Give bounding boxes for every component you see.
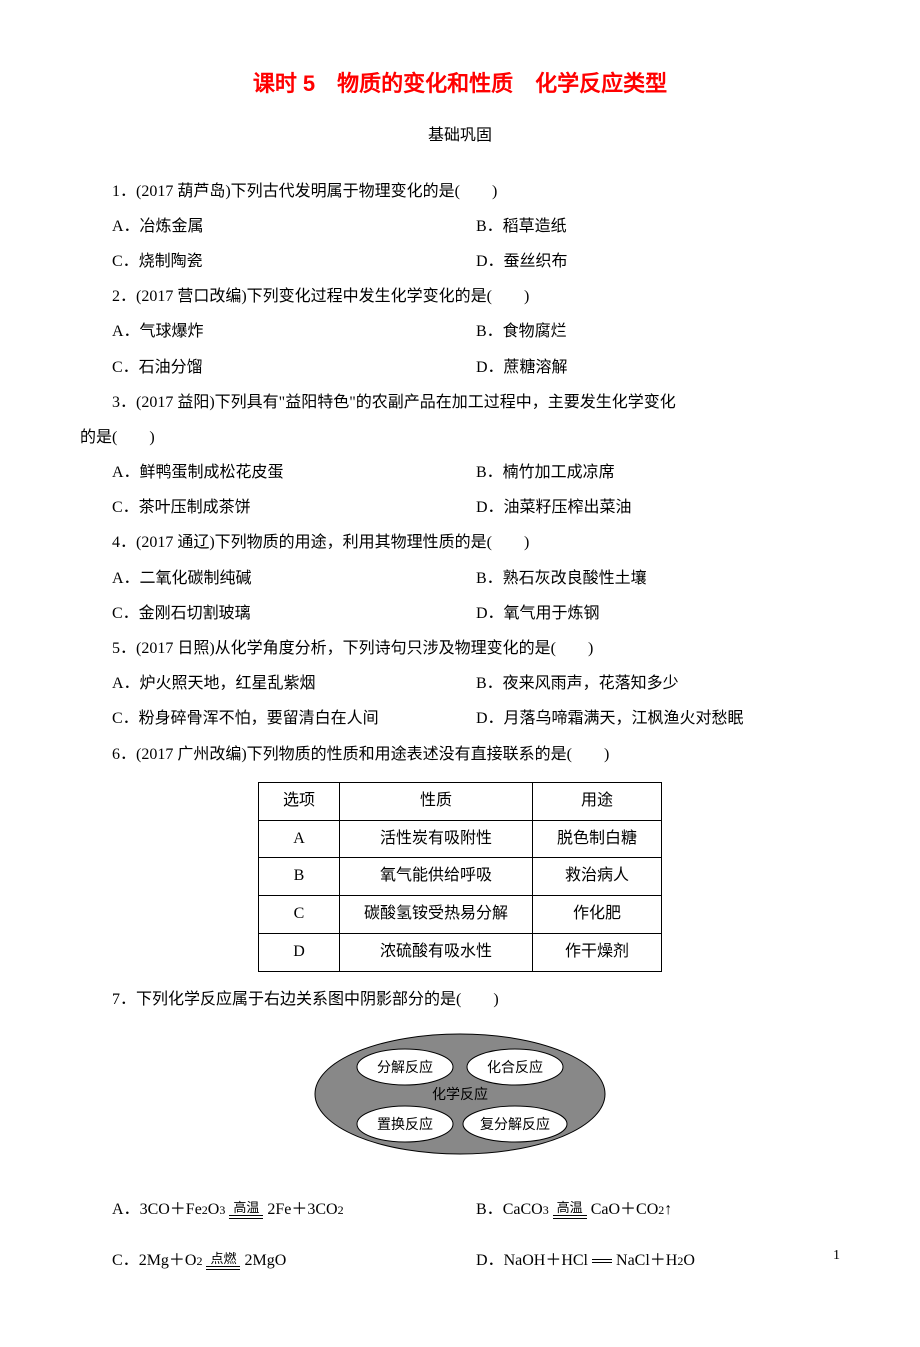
q4-stem: 4．(2017 通辽)下列物质的用途，利用其物理性质的是( ) <box>80 525 840 560</box>
q6-r2c1: 碳酸氢铵受热易分解 <box>339 896 532 934</box>
q2-options: A．气球爆炸 B．食物腐烂 C．石油分馏 D．蔗糖溶解 <box>80 314 840 384</box>
q2-opt-b: B．食物腐烂 <box>476 314 840 349</box>
q5-opt-a: A．炉火照天地，红星乱紫烟 <box>112 666 476 701</box>
q3-opt-d: D．油菜籽压榨出菜油 <box>476 490 840 525</box>
q7-diagram: 分解反应 化合反应 化学反应 置换反应 复分解反应 <box>80 1029 840 1172</box>
page-subtitle: 基础巩固 <box>80 118 840 153</box>
q3-opt-b: B．楠竹加工成凉席 <box>476 455 840 490</box>
q7b-cond: 高温 <box>553 1201 587 1219</box>
q6-r3c2: 作干燥剂 <box>533 933 662 971</box>
q7c-prefix: C． <box>112 1243 139 1278</box>
node-combine: 化合反应 <box>487 1059 543 1076</box>
q6-r2c2: 作化肥 <box>533 896 662 934</box>
outer-label: 化学反应 <box>432 1086 488 1103</box>
node-decomp: 分解反应 <box>377 1059 433 1076</box>
q6-r0c2: 脱色制白糖 <box>533 820 662 858</box>
node-displace: 置换反应 <box>377 1116 433 1133</box>
q1-opt-d: D．蚕丝织布 <box>476 244 840 279</box>
q6-r0c0: A <box>258 820 339 858</box>
q7d-rhs: NaCl＋H <box>616 1243 677 1278</box>
q7a-lhs: 3CO＋Fe <box>140 1192 202 1227</box>
q6-r1c1: 氧气能供给呼吸 <box>339 858 532 896</box>
q5-opt-b: B．夜来风雨声，花落知多少 <box>476 666 840 701</box>
q6-r3c0: D <box>258 933 339 971</box>
q7b-rhs: CaO＋CO <box>591 1192 659 1227</box>
q6-r3c1: 浓硫酸有吸水性 <box>339 933 532 971</box>
q6-th-2: 用途 <box>533 782 662 820</box>
q6-table: 选项 性质 用途 A 活性炭有吸附性 脱色制白糖 B 氧气能供给呼吸 救治病人 … <box>258 782 662 972</box>
q6-th-1: 性质 <box>339 782 532 820</box>
q3-opt-a: A．鲜鸭蛋制成松花皮蛋 <box>112 455 476 490</box>
q6-r2c0: C <box>258 896 339 934</box>
q7-opt-b: B． CaCO3 高温 CaO＋CO2↑ <box>476 1192 840 1227</box>
q6-stem: 6．(2017 广州改编)下列物质的性质和用途表述没有直接联系的是( ) <box>80 737 840 772</box>
q7a-rhs: 2Fe＋3CO <box>267 1192 337 1227</box>
q7-stem: 7．下列化学反应属于右边关系图中阴影部分的是( ) <box>80 982 840 1017</box>
q7d-eq <box>592 1259 612 1263</box>
q3-stem-1: 3．(2017 益阳)下列具有"益阳特色"的农副产品在加工过程中，主要发生化学变… <box>80 385 840 420</box>
q2-opt-c: C．石油分馏 <box>112 350 476 385</box>
q7c-rhs: 2MgO <box>244 1243 286 1278</box>
q1-opt-b: B．稻草造纸 <box>476 209 840 244</box>
q6-r1c0: B <box>258 858 339 896</box>
q7d-lhs: NaOH＋HCl <box>504 1243 588 1278</box>
q1-options: A．冶炼金属 B．稻草造纸 C．烧制陶瓷 D．蚕丝织布 <box>80 209 840 279</box>
q4-opt-b: B．熟石灰改良酸性土壤 <box>476 561 840 596</box>
q5-opt-d: D．月落乌啼霜满天，江枫渔火对愁眠 <box>476 701 840 736</box>
q2-opt-a: A．气球爆炸 <box>112 314 476 349</box>
q6-th-0: 选项 <box>258 782 339 820</box>
q4-opt-c: C．金刚石切割玻璃 <box>112 596 476 631</box>
q7c-lhs: 2Mg＋O <box>139 1243 197 1278</box>
q7-opt-a: A． 3CO＋Fe2O3 高温 2Fe＋3CO2 <box>112 1192 476 1227</box>
q6-r1c2: 救治病人 <box>533 858 662 896</box>
q7-options: A． 3CO＋Fe2O3 高温 2Fe＋3CO2 B． CaCO3 高温 CaO… <box>80 1184 840 1286</box>
q7a-prefix: A． <box>112 1192 140 1227</box>
q3-stem-2: 的是( ) <box>80 420 840 455</box>
q7b-prefix: B． <box>476 1192 503 1227</box>
node-metathesis: 复分解反应 <box>480 1116 550 1133</box>
q7-opt-d: D． NaOH＋HCl NaCl＋H2O <box>476 1243 840 1278</box>
page-title: 课时 5 物质的变化和性质 化学反应类型 <box>80 60 840 108</box>
page-number: 1 <box>833 1241 840 1272</box>
q5-opt-c: C．粉身碎骨浑不怕，要留清白在人间 <box>112 701 476 736</box>
q2-opt-d: D．蔗糖溶解 <box>476 350 840 385</box>
q7b-lhs: CaCO <box>503 1192 543 1227</box>
q5-options: A．炉火照天地，红星乱紫烟 B．夜来风雨声，花落知多少 C．粉身碎骨浑不怕，要留… <box>80 666 840 736</box>
q4-opt-a: A．二氧化碳制纯碱 <box>112 561 476 596</box>
q1-opt-a: A．冶炼金属 <box>112 209 476 244</box>
q4-options: A．二氧化碳制纯碱 B．熟石灰改良酸性土壤 C．金刚石切割玻璃 D．氧气用于炼钢 <box>80 561 840 631</box>
q7c-cond: 点燃 <box>206 1252 240 1270</box>
q3-opt-c: C．茶叶压制成茶饼 <box>112 490 476 525</box>
q1-opt-c: C．烧制陶瓷 <box>112 244 476 279</box>
q1-stem: 1．(2017 葫芦岛)下列古代发明属于物理变化的是( ) <box>80 174 840 209</box>
q3-options: A．鲜鸭蛋制成松花皮蛋 B．楠竹加工成凉席 C．茶叶压制成茶饼 D．油菜籽压榨出… <box>80 455 840 525</box>
q7d-prefix: D． <box>476 1243 504 1278</box>
q7a-cond: 高温 <box>229 1201 263 1219</box>
q5-stem: 5．(2017 日照)从化学角度分析，下列诗句只涉及物理变化的是( ) <box>80 631 840 666</box>
q2-stem: 2．(2017 营口改编)下列变化过程中发生化学变化的是( ) <box>80 279 840 314</box>
q7-opt-c: C． 2Mg＋O2 点燃 2MgO <box>112 1243 476 1278</box>
q4-opt-d: D．氧气用于炼钢 <box>476 596 840 631</box>
q6-r0c1: 活性炭有吸附性 <box>339 820 532 858</box>
